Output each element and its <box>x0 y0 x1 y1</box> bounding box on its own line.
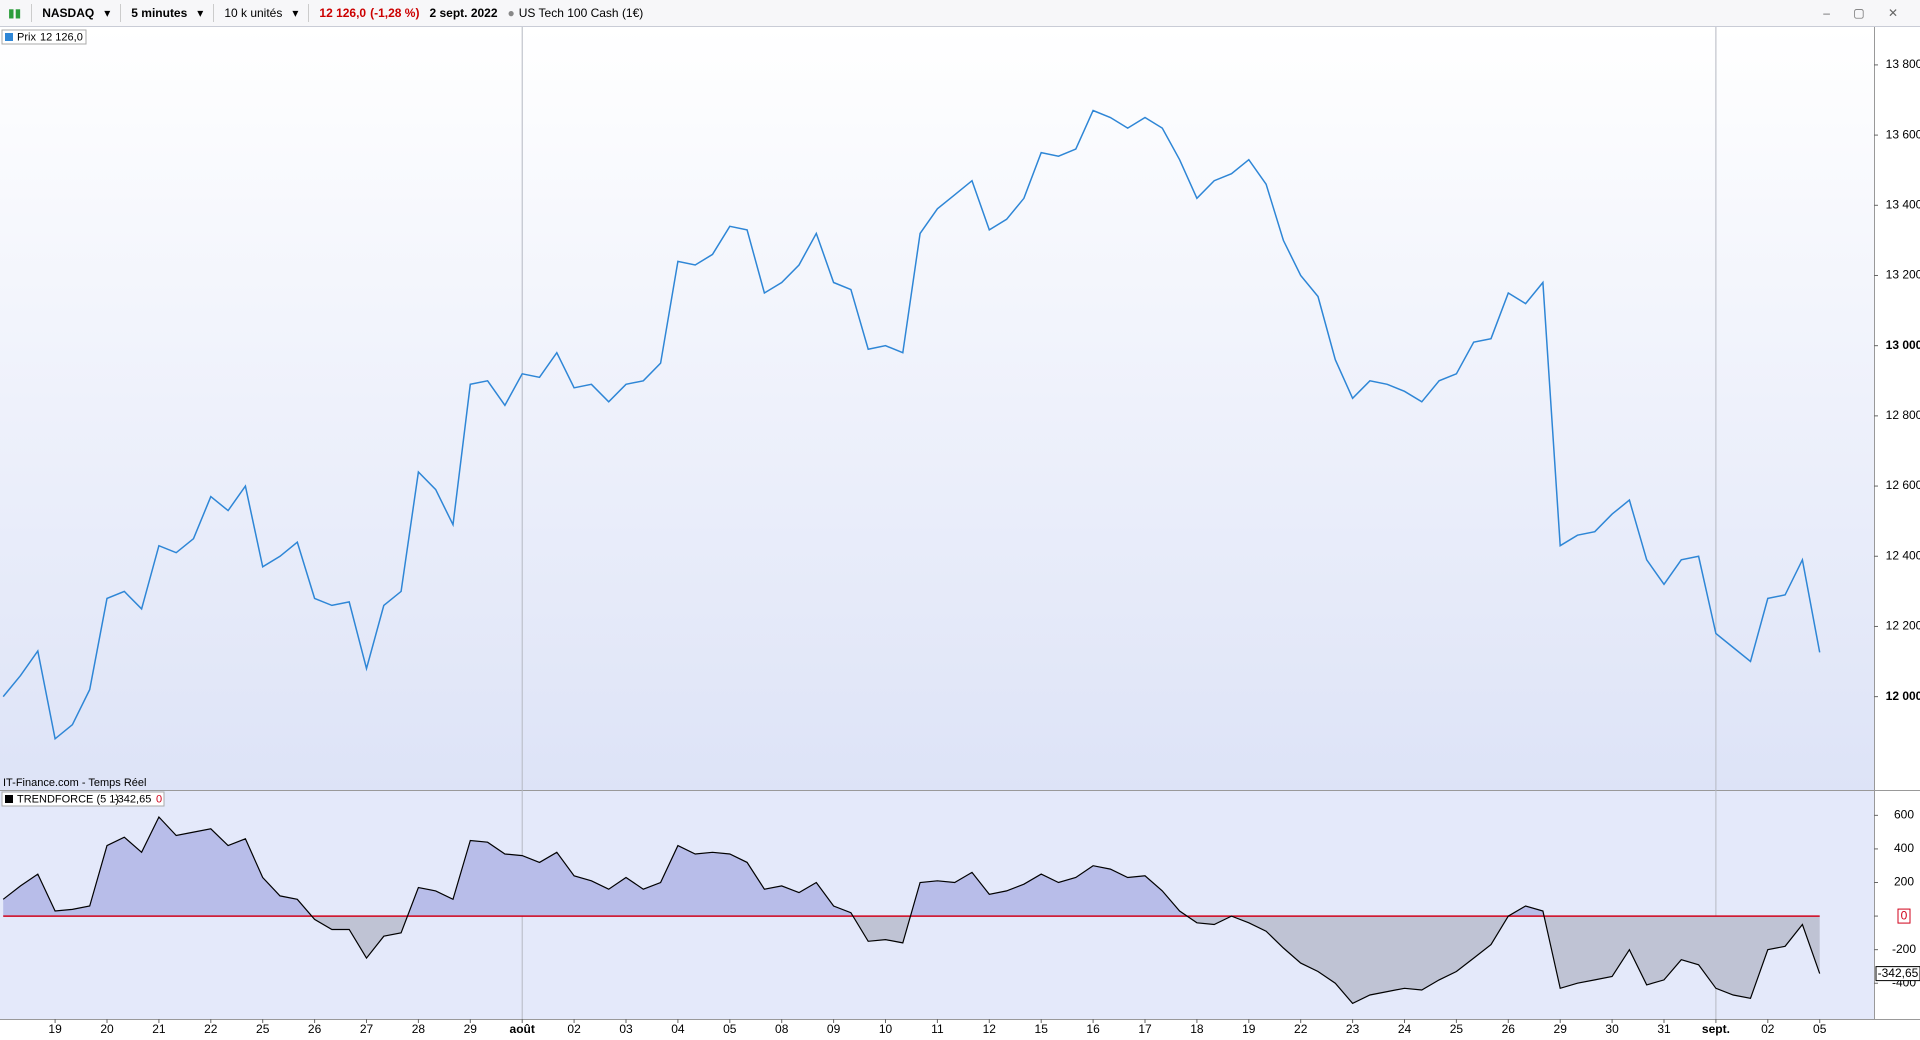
price-panel <box>0 27 1874 790</box>
y-tick-label: 12 200 <box>1886 619 1920 633</box>
x-tick-label: 05 <box>723 1022 737 1036</box>
source: IT-Finance.com - Temps Réel <box>3 777 146 789</box>
instrument: US Tech 100 Cash (1€) <box>518 6 644 20</box>
interval[interactable]: 5 minutes <box>131 6 188 20</box>
y-tick-label: 12 600 <box>1886 478 1920 492</box>
x-tick-label: 15 <box>1035 1022 1049 1036</box>
x-tick-label: 19 <box>48 1022 62 1036</box>
chart-icon[interactable]: ▮▮ <box>8 6 22 20</box>
x-tick-label: sept. <box>1702 1022 1730 1036</box>
toolbar: ▮▮ NASDAQ ▾ 5 minutes ▾ 10 k unités ▾ 12 12… <box>0 0 1920 27</box>
x-tick-label: 30 <box>1605 1022 1619 1036</box>
last-value-tag <box>1875 966 1920 982</box>
x-tick-label: août <box>510 1022 535 1036</box>
x-tick-label: 18 <box>1190 1022 1204 1036</box>
units[interactable]: 10 k unités <box>224 6 283 20</box>
series-line <box>2 109 1821 741</box>
x-tick-label: 29 <box>464 1022 478 1036</box>
y-tick-label: 13 600 <box>1886 127 1920 141</box>
window-controls[interactable]: – ▢ ✕ <box>1823 6 1908 20</box>
x-tick-label: 08 <box>775 1022 789 1036</box>
x-tick-label: 29 <box>1554 1022 1568 1036</box>
x-tick-label: 12 <box>983 1022 997 1036</box>
y-tick-label: 12 400 <box>1886 548 1920 562</box>
x-tick-label: 09 <box>827 1022 841 1036</box>
price: 12 126,0 <box>319 6 367 20</box>
legend-name: Prix <box>17 31 36 43</box>
dropdown[interactable]: ▾ <box>197 6 204 20</box>
y-tick-label: 200 <box>1894 875 1914 889</box>
chart: Prix 12 126,0 IT-Finance.com - Temps Rée… <box>0 27 1920 1036</box>
y-tick-label: 12 000 <box>1886 689 1920 703</box>
x-tick-label: 21 <box>152 1022 166 1036</box>
change: (-1,28 %) <box>370 6 420 20</box>
x-tick-label: 25 <box>1450 1022 1464 1036</box>
x-tick-label: 19 <box>1242 1022 1256 1036</box>
dropdown[interactable]: ▾ <box>104 6 111 20</box>
indicator-legend-box <box>1 791 165 807</box>
x-tick-label: 31 <box>1657 1022 1671 1036</box>
legend-swatch <box>5 795 13 803</box>
x-tick-label: 22 <box>1294 1022 1308 1036</box>
legend-value: 12 126,0 <box>40 31 83 43</box>
x-tick-label: 20 <box>100 1022 114 1036</box>
y-tick-label: 13 800 <box>1886 57 1920 71</box>
area-above <box>3 817 1820 917</box>
x-tick-label: 26 <box>1502 1022 1516 1036</box>
x-tick-label: 02 <box>1761 1022 1775 1036</box>
x-tick-label: 02 <box>567 1022 581 1036</box>
series-line <box>2 815 1821 1005</box>
legend-name: TRENDFORCE (5 1) <box>17 793 119 805</box>
y-tick-label: 600 <box>1894 808 1914 822</box>
y-tick-label: 13 000 <box>1886 338 1920 352</box>
y-tick-label: -200 <box>1892 942 1916 956</box>
x-tick-label: 16 <box>1086 1022 1100 1036</box>
legend-zero: 0 <box>156 793 162 805</box>
x-tick-label: 11 <box>931 1022 944 1036</box>
y-tick-label: 12 800 <box>1886 408 1920 422</box>
x-tick-label: 24 <box>1398 1022 1412 1036</box>
legend-swatch <box>5 33 13 41</box>
last-value-label: -342,65 <box>1878 966 1919 980</box>
x-tick-label: 10 <box>879 1022 893 1036</box>
zero-tag <box>1897 908 1911 924</box>
x-tick-label: 03 <box>619 1022 633 1036</box>
symbol[interactable]: NASDAQ <box>42 6 95 20</box>
x-tick-label: 05 <box>1813 1022 1827 1036</box>
price-legend-box <box>1 29 87 45</box>
x-tick-label: 04 <box>671 1022 685 1036</box>
x-tick-label: 28 <box>412 1022 426 1036</box>
y-tick-label: 13 200 <box>1886 268 1920 282</box>
x-tick-label: 17 <box>1138 1022 1152 1036</box>
x-tick-label: 27 <box>360 1022 374 1036</box>
legend-value: -342,65 <box>114 793 151 805</box>
date: 2 sept. 2022 <box>429 6 498 20</box>
status-dot: ● <box>507 6 515 20</box>
x-tick-label: 22 <box>204 1022 218 1036</box>
dropdown[interactable]: ▾ <box>292 6 299 20</box>
y-tick-label: 400 <box>1894 841 1914 855</box>
y-tick-label: 0 <box>1901 908 1908 922</box>
x-tick-label: 26 <box>308 1022 322 1036</box>
x-tick-label: 25 <box>256 1022 270 1036</box>
area-below <box>3 916 1820 1004</box>
x-tick-label: 23 <box>1346 1022 1360 1036</box>
y-tick-label: 13 400 <box>1886 197 1920 211</box>
